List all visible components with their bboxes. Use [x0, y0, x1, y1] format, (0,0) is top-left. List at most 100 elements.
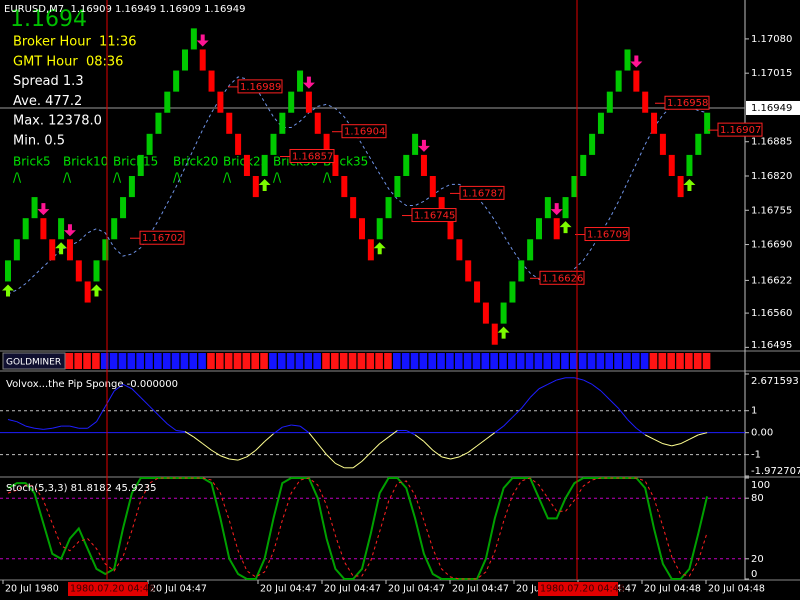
renko-brick — [49, 239, 56, 261]
y-tick-label: 1.16622 — [751, 275, 792, 286]
oscillator-segment — [529, 388, 540, 398]
oscillator-segment — [220, 455, 230, 460]
strip-cell — [92, 353, 100, 369]
renko-brick — [553, 218, 560, 240]
strip-cell — [561, 353, 569, 369]
strip-cell — [570, 353, 578, 369]
oscillator-segment — [149, 405, 159, 416]
y-tick-label: 1.16820 — [751, 171, 792, 182]
oscillator-segment — [34, 427, 44, 430]
price-label-box — [459, 185, 505, 200]
oscillator-segment — [7, 419, 17, 423]
time-label: 20 Jul 04:48 — [644, 584, 701, 595]
oscillator-segment — [450, 456, 460, 460]
strip-cell — [189, 353, 198, 369]
price-label-box — [717, 122, 763, 137]
price-label-box — [289, 148, 335, 163]
strip-cell — [198, 353, 206, 369]
oscillator-segment — [556, 377, 566, 381]
y-tick-label: -1.972707 — [751, 466, 800, 477]
oscillator-segment — [591, 383, 602, 392]
info-text: Ave. 477.2 — [13, 94, 82, 109]
renko-brick — [385, 197, 392, 219]
brick-marker: /\ — [13, 171, 22, 185]
time-highlight-box — [68, 582, 148, 596]
oscillator-segment — [423, 441, 434, 451]
oscillator-segment — [237, 456, 248, 461]
price-label: 1.16958 — [667, 98, 708, 109]
strip-cell — [543, 353, 552, 369]
strip-cell — [322, 353, 330, 369]
chart-title: EURUSD,M7 1.16909 1.16949 1.16909 1.1694… — [4, 4, 245, 15]
brick-marker: /\ — [223, 171, 232, 185]
renko-brick — [359, 218, 365, 240]
strip-cell — [428, 353, 436, 369]
buy-arrow — [2, 284, 14, 297]
sell-arrow — [550, 203, 563, 216]
price-label-box — [539, 270, 585, 285]
strip-cell — [490, 353, 498, 369]
renko-brick — [465, 260, 472, 282]
oscillator-segment — [644, 434, 655, 440]
price-label-box — [411, 208, 457, 223]
renko-brick — [75, 260, 82, 282]
renko-brick — [190, 28, 197, 50]
renko-brick — [350, 197, 357, 219]
oscillator-segment — [459, 451, 469, 458]
strip-cell — [384, 353, 392, 369]
info-text: GMT Hour 08:36 — [13, 54, 123, 69]
watermark-price: 1.1694 — [10, 7, 87, 32]
strip-cell — [454, 353, 463, 369]
strip-cell — [180, 353, 189, 369]
renko-brick — [252, 176, 259, 198]
renko-brick — [164, 91, 171, 113]
brick-marker: /\ — [273, 171, 282, 185]
strip-cell — [375, 353, 383, 369]
oscillator-segment — [246, 449, 257, 458]
oscillator-segment — [618, 408, 628, 420]
price-label: 1.16989 — [240, 82, 281, 93]
renko-brick — [13, 239, 20, 261]
strip-cell — [676, 353, 684, 369]
strip-cell — [578, 353, 587, 369]
renko-brick — [58, 218, 65, 240]
oscillator-segment — [96, 406, 106, 422]
y-tick-label: 1.17080 — [751, 34, 792, 45]
sell-arrow — [417, 139, 430, 152]
renko-brick — [270, 133, 277, 155]
renko-brick — [447, 218, 454, 240]
oscillator-segment — [388, 430, 398, 438]
renko-brick — [199, 49, 206, 71]
price-label: 1.16904 — [344, 127, 385, 138]
strip-cell — [109, 353, 118, 369]
oscillator-segment — [131, 388, 142, 398]
oscillator-segment — [308, 432, 319, 444]
renko-brick — [651, 112, 658, 134]
renko-brick — [544, 197, 551, 219]
buy-arrow — [683, 179, 696, 191]
oscillator-segment — [680, 438, 690, 445]
renko-brick — [562, 197, 569, 219]
renko-brick — [438, 197, 445, 219]
oscillator-segment — [520, 397, 531, 409]
strip-cell — [614, 353, 622, 369]
strip-cell — [658, 353, 667, 369]
y-tick-label: 1.16560 — [751, 308, 792, 319]
time-label: 20 Jul 04:48 — [708, 584, 765, 595]
oscillator-segment — [361, 452, 372, 462]
buy-arrow — [497, 326, 510, 339]
oscillator-segment — [414, 434, 425, 442]
y-tick-label: 1.16690 — [751, 240, 792, 251]
oscillator-segment — [229, 458, 239, 461]
y-tick-label: 1.16755 — [751, 205, 792, 216]
price-label: 1.16702 — [142, 233, 183, 244]
renko-brick — [571, 176, 578, 198]
oscillator-line — [7, 477, 709, 580]
y-tick-label: 20 — [751, 554, 764, 565]
strip-cell — [640, 353, 649, 369]
renko-brick — [111, 218, 118, 240]
renko-brick — [120, 197, 127, 219]
oscillator-segment — [503, 416, 513, 427]
time-label: 20 Jul 04:47 — [324, 584, 381, 595]
brick-label: Brick20 — [173, 155, 218, 169]
